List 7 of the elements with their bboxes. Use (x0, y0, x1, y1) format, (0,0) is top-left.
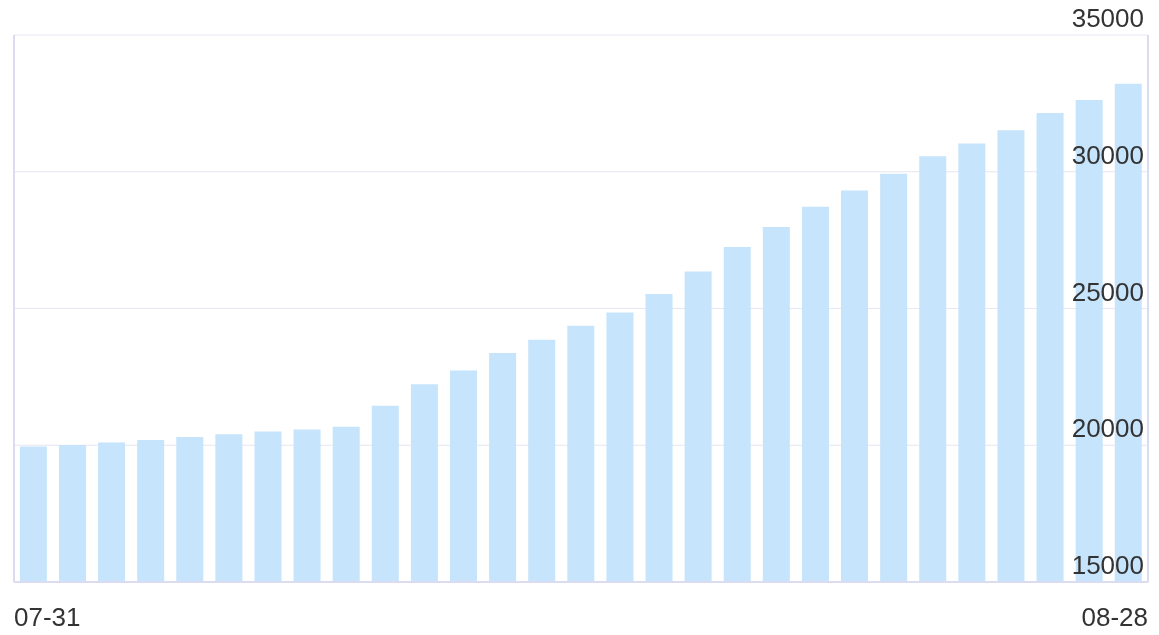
y-tick-label: 25000 (1071, 276, 1144, 307)
x-tick-label: 07-31 (14, 602, 81, 632)
y-tick-label: 20000 (1071, 413, 1144, 444)
x-tick-label: 08-28 (1081, 602, 1148, 632)
y-tick-label: 35000 (1071, 3, 1144, 33)
y-tick-label: 30000 (1071, 139, 1144, 170)
y-tick-label: 15000 (1071, 550, 1144, 580)
